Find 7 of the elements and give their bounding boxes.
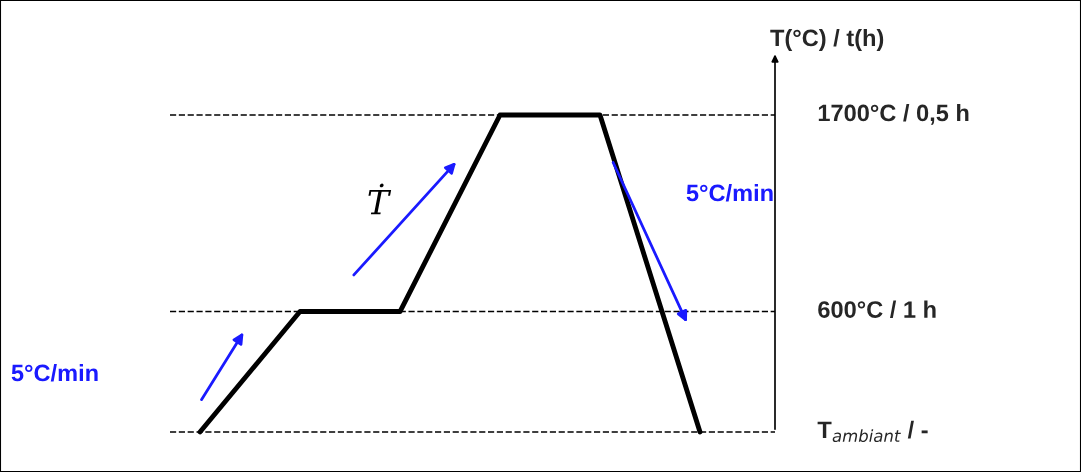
ref-line-label: 600°C / 1 h (818, 300, 936, 319)
annotation: 5°C/min (686, 184, 773, 202)
text: 5°C/min (11, 363, 98, 382)
y-axis-title: T(°C) / t(h) (770, 29, 884, 51)
ref-line-label: T$_{ambiant}$ / - (817, 420, 928, 443)
annotation: Ṫ (368, 183, 392, 215)
ref-line-label: 1700°C / 0,5 h (818, 104, 969, 125)
